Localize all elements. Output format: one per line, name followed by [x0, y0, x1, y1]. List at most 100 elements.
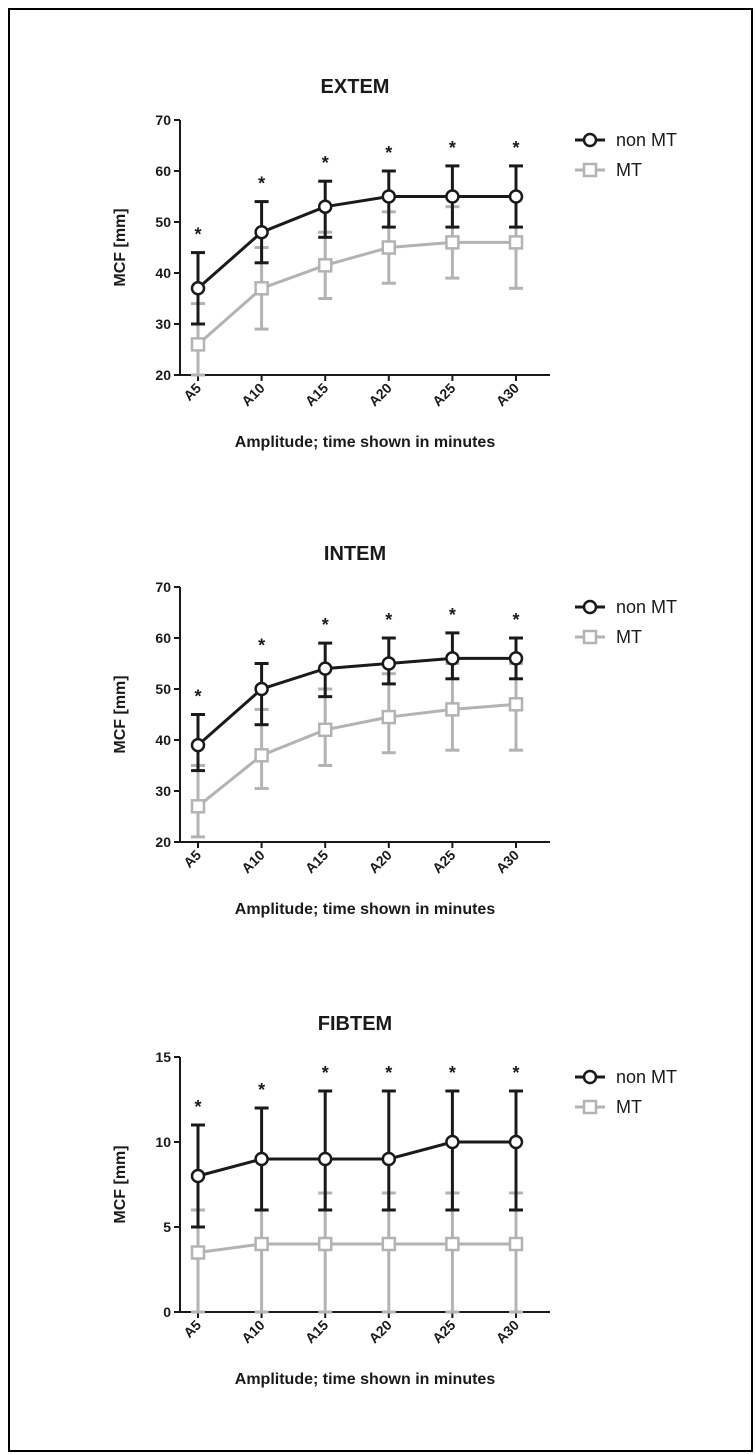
- point-mt: [317, 722, 333, 738]
- x-tick-label: A25: [429, 380, 459, 410]
- x-tick-label: A10: [238, 1317, 268, 1347]
- x-tick-label: A5: [180, 380, 204, 404]
- point-non-mt: [445, 189, 460, 204]
- y-tick-label: 60: [155, 630, 171, 646]
- legend-label-non-mt: non MT: [616, 1067, 677, 1087]
- point-non-mt: [317, 1151, 333, 1167]
- significance-marker: *: [322, 1063, 329, 1083]
- point-non-mt: [254, 224, 269, 240]
- point-mt: [445, 1236, 460, 1252]
- point-mt: [254, 281, 269, 296]
- series-non-mt: [190, 164, 524, 326]
- point-mt: [381, 240, 397, 255]
- x-axis-label: Amplitude; time shown in minutes: [235, 1371, 496, 1388]
- point-non-mt: [190, 1168, 206, 1184]
- significance-marker: *: [258, 636, 265, 656]
- chart-title: FIBTEM: [318, 1013, 392, 1035]
- series-line-non-mt: [197, 195, 516, 290]
- significance-marker: *: [449, 1063, 456, 1083]
- point-mt: [190, 337, 206, 352]
- point-non-mt: [508, 1134, 524, 1150]
- x-tick-label: A15: [302, 380, 332, 410]
- point-non-mt: [508, 189, 524, 204]
- y-tick-label: 0: [163, 1304, 171, 1320]
- legend-marker-non-mt: [582, 132, 598, 148]
- point-non-mt: [381, 189, 397, 204]
- x-tick-label: A15: [302, 1317, 332, 1347]
- x-tick-label: A5: [180, 1317, 204, 1341]
- legend-marker-non-mt: [582, 599, 598, 615]
- significance-marker: *: [512, 610, 519, 630]
- significance-marker: *: [322, 615, 329, 635]
- legend-label-non-mt: non MT: [616, 597, 677, 617]
- significance-marker: *: [512, 138, 519, 158]
- point-non-mt: [508, 651, 524, 666]
- point-mt: [508, 1236, 524, 1252]
- point-non-mt: [254, 1151, 269, 1167]
- significance-marker: *: [322, 153, 329, 173]
- series-non-mt: [190, 1089, 524, 1229]
- legend-label-non-mt: non MT: [616, 130, 677, 150]
- series-line-mt: [197, 702, 517, 808]
- point-mt: [254, 748, 269, 763]
- legend-label-mt: MT: [616, 1097, 642, 1117]
- point-mt: [190, 1245, 206, 1260]
- point-non-mt: [254, 681, 269, 697]
- significance-marker: *: [194, 687, 201, 707]
- y-tick-label: 50: [155, 214, 171, 230]
- chart-intem: INTEM 20 30 40 50 60 70 A5 A10 A15 A20 A25 A30 Amplit…: [112, 543, 677, 918]
- significance-marker: *: [449, 605, 456, 625]
- legend-marker-non-mt: [582, 1069, 598, 1085]
- series-mt: [190, 195, 524, 377]
- point-mt: [254, 1236, 269, 1252]
- y-tick-label: 5: [163, 1219, 171, 1235]
- significance-marker: *: [194, 1097, 201, 1117]
- y-tick-label: 20: [155, 834, 171, 850]
- point-mt: [190, 799, 206, 814]
- point-mt: [508, 235, 524, 250]
- point-non-mt: [445, 651, 460, 666]
- chart-fibtem: FIBTEM 0 5 10 15 A5 A10 A15 A20 A25 A30 Amplitude; …: [112, 1013, 677, 1388]
- point-mt: [508, 697, 524, 712]
- x-tick-label: A30: [493, 1317, 523, 1347]
- x-tick-label: A15: [302, 847, 332, 877]
- legend-label-mt: MT: [616, 160, 642, 180]
- series-mt: [190, 1191, 524, 1314]
- point-non-mt: [381, 656, 397, 671]
- point-non-mt: [190, 281, 206, 296]
- significance-marker: *: [194, 225, 201, 245]
- point-mt: [317, 1236, 333, 1252]
- y-axis-label: MCF [mm]: [112, 208, 129, 286]
- legend-marker-mt: [582, 1099, 598, 1115]
- significance-marker: *: [258, 174, 265, 194]
- series-line-mt: [197, 240, 516, 346]
- significance-marker: *: [258, 1080, 265, 1100]
- chart-title: EXTEM: [321, 76, 390, 98]
- significance-marker: *: [385, 610, 392, 630]
- y-tick-label: 70: [155, 579, 171, 595]
- legend-marker-mt: [582, 629, 598, 645]
- point-non-mt: [190, 737, 206, 753]
- y-tick-label: 40: [155, 732, 171, 748]
- x-tick-label: A20: [365, 1317, 395, 1347]
- x-tick-label: A25: [429, 1317, 459, 1347]
- legend-label-mt: MT: [616, 627, 642, 647]
- point-non-mt: [317, 661, 333, 676]
- significance-marker: *: [385, 1063, 392, 1083]
- y-tick-label: 70: [155, 112, 171, 128]
- point-non-mt: [317, 199, 333, 214]
- x-tick-label: A10: [238, 847, 268, 877]
- legend: non MT MT: [575, 130, 677, 180]
- x-tick-label: A20: [365, 380, 395, 410]
- series-line-mt: [197, 1242, 516, 1254]
- series-line-non-mt: [197, 656, 516, 747]
- x-tick-label: A5: [180, 847, 204, 871]
- figure-frame: EXTEM 20 30 40 50 60 70 A5 A10 A15 A20 A25 A30 Amplit…: [8, 8, 753, 1452]
- y-axis-label: MCF [mm]: [112, 675, 129, 753]
- chart-extem: EXTEM 20 30 40 50 60 70 A5 A10 A15 A20 A25 A30 Amplit…: [112, 76, 677, 451]
- x-tick-label: A25: [429, 847, 459, 877]
- y-tick-label: 15: [155, 1049, 171, 1065]
- significance-marker: *: [385, 143, 392, 163]
- x-tick-label: A30: [493, 380, 523, 410]
- point-mt: [445, 702, 460, 717]
